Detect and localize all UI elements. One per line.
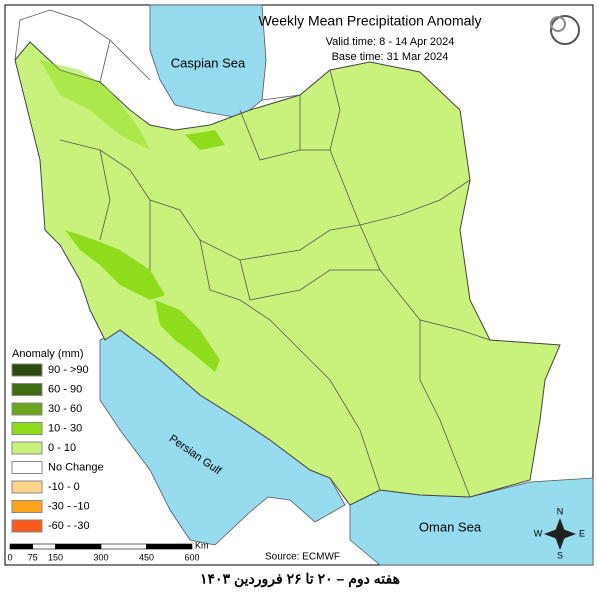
logo: [550, 15, 580, 45]
scale-unit: Km: [195, 540, 209, 550]
anomaly-patch: [40, 60, 150, 150]
scale-bar: 0 75 150 300 450 600 Km: [7, 540, 208, 562]
compass-e: E: [579, 528, 585, 538]
legend-label: 60 - 90: [48, 383, 82, 395]
scale-label: 150: [48, 552, 63, 562]
base-time: Base time: 31 Mar 2024: [332, 51, 449, 63]
sea-label: Oman Sea: [419, 519, 482, 534]
legend-swatch: [11, 461, 43, 474]
legend-swatch: [11, 383, 43, 396]
anomaly-patch: [155, 300, 220, 372]
scale-segment: [55, 543, 102, 550]
valid-time: Valid time: 8 - 14 Apr 2024: [326, 36, 455, 48]
legend-swatch: [11, 422, 43, 435]
anomaly-patch: [185, 130, 225, 150]
source: Source: ECMWF: [265, 552, 340, 563]
scale-label: 75: [28, 552, 38, 562]
caspian-sea: [149, 4, 267, 119]
legend-label: 90 - >90: [48, 364, 89, 376]
compass-w: W: [534, 528, 543, 538]
caption: هفته دوم – ۲۰ تا ۲۶ فروردین ۱۴۰۳: [200, 571, 400, 588]
legend-label: 30 - 60: [48, 403, 82, 415]
compass-s: S: [557, 550, 563, 560]
scale-label: 0: [7, 552, 12, 562]
legend-swatch: [11, 402, 43, 416]
scale-label: 300: [93, 552, 108, 562]
legend-label: -30 - -10: [48, 500, 90, 512]
scale-label: 450: [139, 552, 154, 562]
legend-label: No Change: [48, 461, 104, 473]
legend-label: 0 - 10: [48, 442, 76, 454]
compass-n: N: [557, 506, 564, 516]
map-title: Weekly Mean Precipitation Anomaly: [258, 13, 481, 29]
province-borders: [14, 9, 491, 498]
legend-swatch: [11, 519, 43, 533]
compass: N S E W: [534, 506, 585, 560]
scale-label: 600: [184, 552, 199, 562]
scale-segment: [32, 543, 56, 550]
sea-label: Caspian Sea: [171, 55, 246, 70]
legend-label: -60 - -30: [48, 520, 90, 532]
legend-label: -10 - 0: [48, 481, 80, 493]
legend-swatch: [11, 500, 43, 513]
scale-segment: [9, 543, 34, 550]
legend-swatch: [11, 441, 43, 455]
legend-title: Anomaly (mm): [12, 348, 84, 360]
scale-segment: [100, 543, 147, 550]
legend-label: 10 - 30: [48, 422, 82, 434]
anomaly-patch: [65, 230, 165, 300]
legend: Anomaly (mm) 90 - >90 60 - 90 30 - 60 10 - …: [11, 348, 104, 533]
legend-swatch: [11, 480, 43, 494]
scale-segment: [146, 543, 193, 550]
iran-land: [14, 41, 561, 506]
legend-swatch: [11, 363, 43, 377]
